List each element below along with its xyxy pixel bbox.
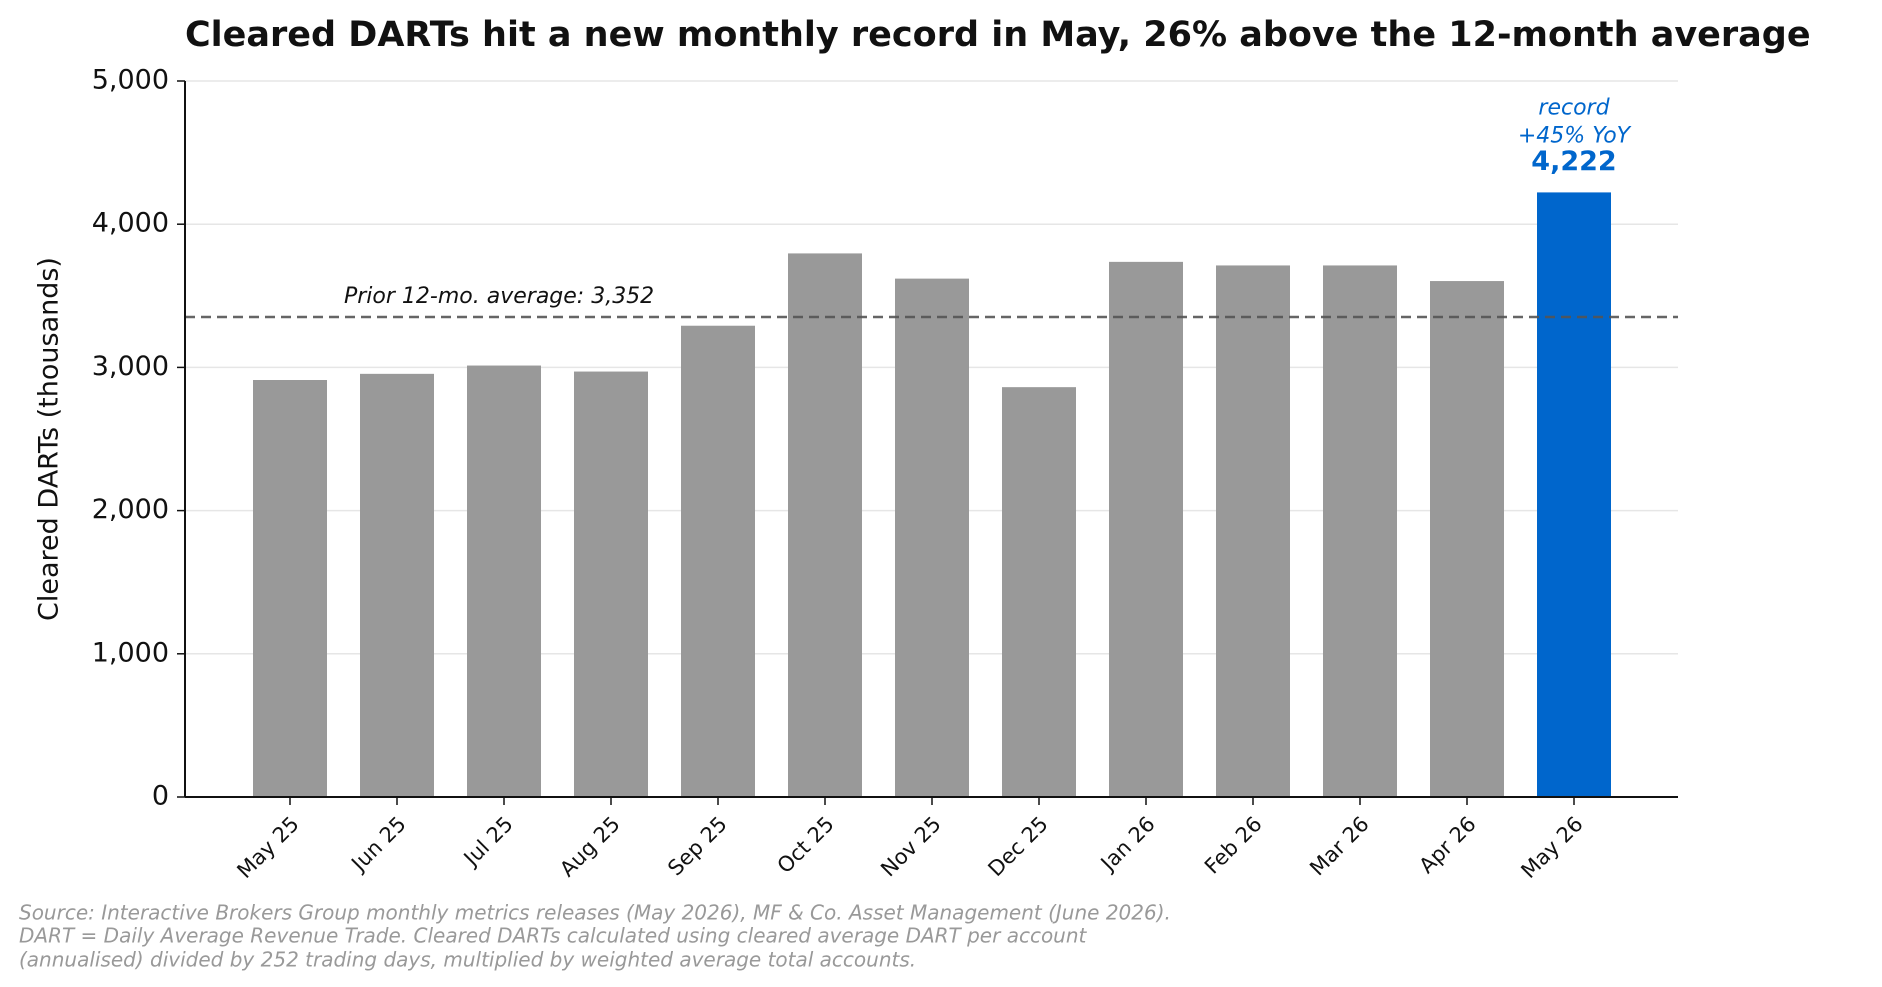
chart-title: Cleared DARTs hit a new monthly record i…: [185, 15, 1811, 55]
y-tick-label: 3,000: [92, 351, 169, 382]
bar: [681, 325, 755, 797]
value-label: 4,222: [1531, 146, 1616, 177]
bar: [1109, 261, 1183, 798]
x-tick-label: Nov 25: [876, 812, 946, 882]
x-tick-label: May 25: [232, 812, 303, 883]
bar: [467, 365, 541, 797]
bar: [1216, 265, 1290, 797]
y-tick-label: 0: [152, 781, 169, 812]
x-tick-label: Sep 25: [663, 812, 732, 881]
y-tick-label: 2,000: [92, 494, 169, 525]
x-tick-label: Jun 25: [346, 812, 411, 877]
bar: [1323, 265, 1397, 797]
x-tick-label: May 26: [1516, 812, 1587, 883]
bar: [253, 380, 327, 797]
footnote: (annualised) divided by 252 trading days…: [19, 948, 916, 972]
y-axis-label: Cleared DARTs (thousands): [34, 257, 65, 621]
x-tick-label: Oct 25: [773, 812, 839, 878]
footnote: DART = Daily Average Revenue Trade. Clea…: [19, 924, 1088, 948]
x-tick-label: Mar 26: [1305, 812, 1374, 881]
annotation: +45% YoY: [1518, 123, 1632, 148]
x-tick-label: Dec 25: [983, 812, 1052, 881]
x-tick-label: Jul 25: [458, 812, 518, 872]
x-tick-label: Aug 25: [555, 812, 625, 882]
x-tick-label: Feb 26: [1200, 812, 1267, 879]
y-tick-label: 1,000: [92, 637, 169, 668]
bar: [1537, 192, 1611, 797]
bar: [1002, 387, 1076, 797]
x-tick-label: Jan 26: [1095, 812, 1160, 877]
footnote: Source: Interactive Brokers Group monthl…: [19, 901, 1171, 925]
y-tick-label: 4,000: [92, 208, 169, 239]
x-tick-label: Apr 26: [1414, 812, 1480, 878]
bar: [360, 373, 434, 797]
reference-label: Prior 12-mo. average: 3,352: [344, 284, 654, 309]
annotation: record: [1538, 95, 1610, 120]
bar: [895, 278, 969, 798]
bar: [1430, 281, 1504, 797]
bar: [574, 371, 648, 797]
bar: [788, 253, 862, 798]
y-tick-label: 5,000: [92, 65, 169, 96]
